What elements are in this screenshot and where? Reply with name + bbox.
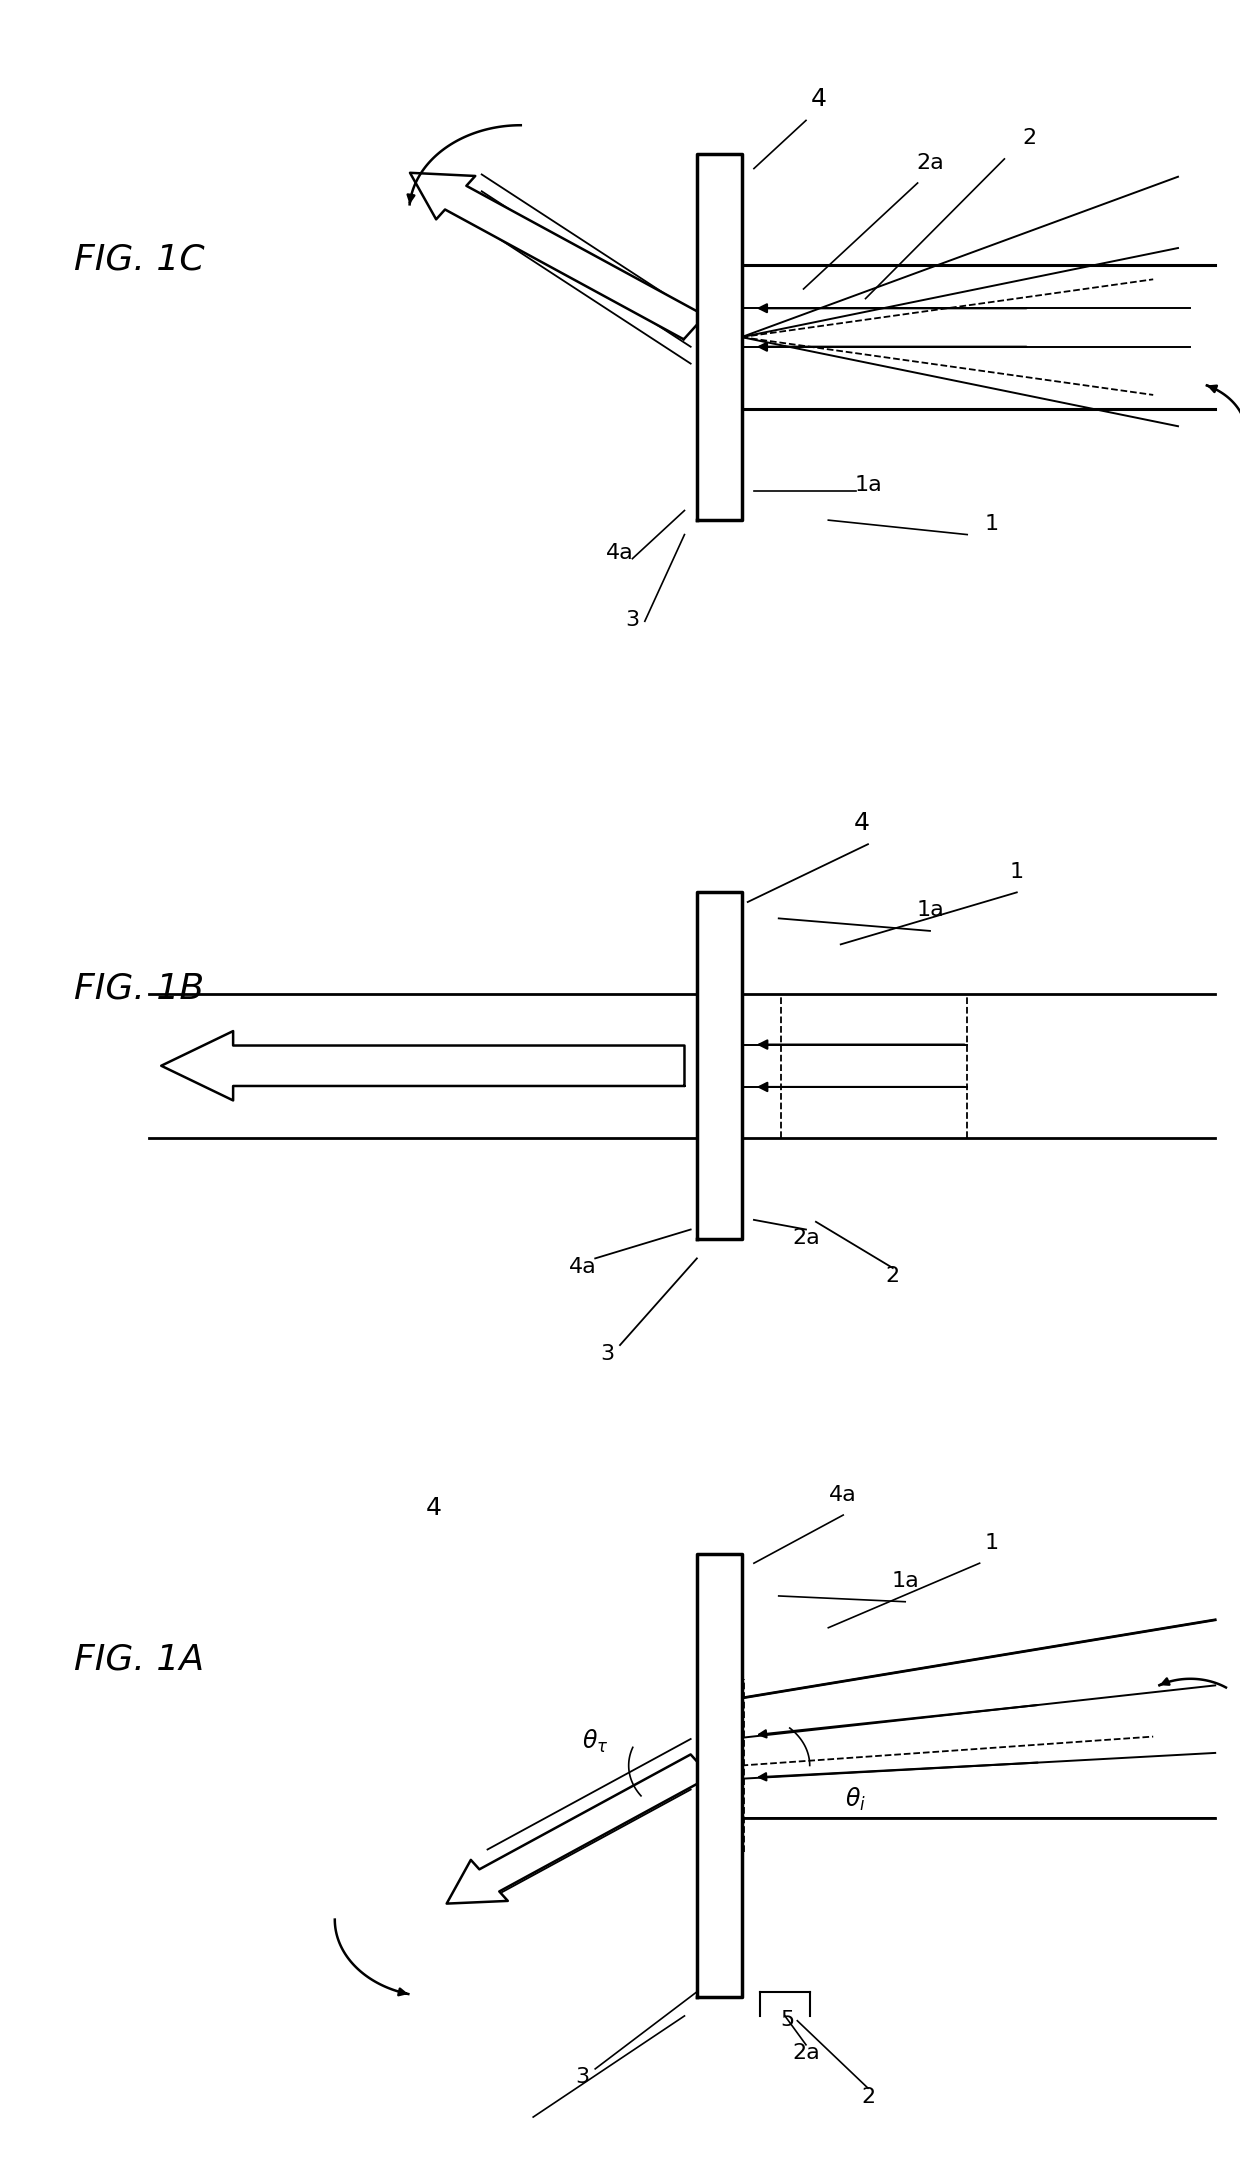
Text: $\theta_\tau$: $\theta_\tau$: [582, 1727, 609, 1755]
Text: FIG. 1A: FIG. 1A: [74, 1642, 205, 1677]
Text: 3: 3: [625, 611, 640, 631]
Text: 5: 5: [780, 2010, 795, 2029]
Text: 4: 4: [854, 811, 869, 835]
Text: 4a: 4a: [569, 1257, 596, 1277]
Text: $\theta_i$: $\theta_i$: [846, 1786, 866, 1812]
Text: 4: 4: [427, 1496, 441, 1520]
Text: 2: 2: [861, 2086, 875, 2108]
Polygon shape: [410, 172, 706, 339]
Text: 4: 4: [811, 87, 826, 111]
Text: FIG. 1C: FIG. 1C: [74, 244, 205, 276]
Text: 2a: 2a: [792, 2042, 820, 2064]
Polygon shape: [446, 1755, 711, 1903]
Text: 2a: 2a: [792, 1229, 820, 1248]
Text: 2: 2: [885, 1266, 900, 1285]
Text: 3: 3: [600, 1344, 615, 1364]
Text: 2: 2: [1022, 128, 1037, 148]
Polygon shape: [697, 1553, 742, 1997]
Text: 4a: 4a: [606, 544, 634, 563]
Text: 1: 1: [1009, 861, 1024, 881]
Text: 2a: 2a: [916, 152, 944, 172]
Text: 1a: 1a: [892, 1570, 919, 1592]
Polygon shape: [697, 892, 742, 1240]
Polygon shape: [697, 154, 742, 520]
Polygon shape: [161, 1031, 684, 1101]
Text: 1a: 1a: [854, 476, 882, 496]
Text: 1a: 1a: [916, 900, 944, 920]
Text: FIG. 1B: FIG. 1B: [74, 972, 205, 1005]
Text: 1: 1: [985, 1533, 999, 1553]
Text: 4a: 4a: [830, 1486, 857, 1505]
Text: 1: 1: [985, 513, 999, 533]
Text: 3: 3: [575, 2068, 590, 2088]
